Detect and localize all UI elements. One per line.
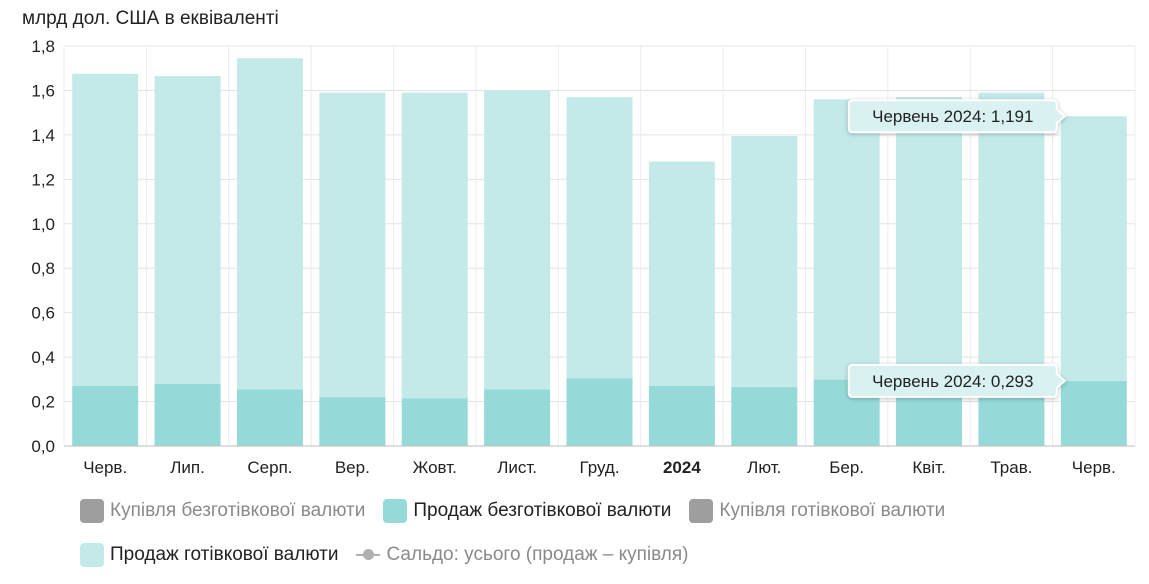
- bar-noncash-sale[interactable]: [1060, 380, 1127, 446]
- y-tick-label: 1,2: [31, 170, 55, 189]
- bar-cash-sale[interactable]: [1060, 116, 1127, 381]
- legend-swatch-noncash-purchase: [80, 499, 104, 523]
- legend-label-cash-purchase: Купівля готівкової валюти: [719, 500, 946, 521]
- tooltip-box: [847, 99, 1067, 134]
- bar-cash-sale[interactable]: [566, 97, 633, 379]
- bar-cash-sale[interactable]: [484, 90, 551, 390]
- bar-noncash-sale[interactable]: [484, 389, 551, 446]
- legend-swatch-cash-purchase: [689, 499, 714, 523]
- bar-cash-sale[interactable]: [731, 136, 798, 388]
- y-tick-label: 0,4: [31, 348, 55, 367]
- legend-swatch-noncash-sale: [383, 499, 408, 523]
- bar-noncash-sale[interactable]: [648, 386, 715, 446]
- y-tick-label: 1,8: [31, 37, 55, 56]
- bar-cash-sale[interactable]: [236, 58, 303, 390]
- x-tick-label: Лип.: [170, 458, 205, 477]
- x-tick-label: Трав.: [990, 458, 1032, 477]
- bar-noncash-sale[interactable]: [154, 383, 221, 446]
- chart-legend: Купівля безготівкової валюти Продаж безг…: [80, 496, 1140, 584]
- bar-cash-sale[interactable]: [896, 97, 963, 380]
- stacked-bar-chart: 0,0 0,2 0,4 0,6 0,8 1,0 1,2 1,4 1,6 1,8 Черв. Лип. С…: [31, 37, 1136, 477]
- legend-label-noncash-purchase: Купівля безготівкової валюти: [110, 500, 366, 521]
- bar-cash-sale[interactable]: [319, 92, 386, 398]
- x-tick-label: Черв.: [1072, 458, 1116, 477]
- bar-noncash-sale[interactable]: [72, 386, 139, 446]
- y-tick-label: 0,8: [31, 259, 55, 278]
- legend-item-noncash-purchase[interactable]: Купівля безготівкової валюти: [80, 499, 365, 523]
- x-tick-label: Лист.: [497, 458, 537, 477]
- bar-noncash-sale[interactable]: [401, 398, 468, 446]
- legend-label-cash-sale: Продаж готівкової валюти: [110, 544, 339, 565]
- legend-line-marker-icon: [356, 543, 381, 567]
- legend-row-1: Купівля безготівкової валюти Продаж безг…: [80, 496, 1140, 526]
- legend-item-cash-sale[interactable]: Продаж готівкової валюти: [80, 543, 338, 567]
- legend-label-balance: Сальдо: усього (продаж – купівля): [386, 544, 689, 565]
- y-tick-label: 0,2: [31, 393, 55, 412]
- x-tick-label: Вер.: [335, 458, 370, 477]
- legend-label-noncash-sale: Продаж безготівкової валюти: [413, 500, 672, 521]
- y-axis-unit-label: млрд дол. США в еквіваленті: [22, 8, 279, 29]
- x-tick-label: Бер.: [829, 458, 864, 477]
- y-tick-label: 1,6: [31, 81, 55, 100]
- bar-noncash-sale[interactable]: [566, 378, 633, 446]
- bar-noncash-sale[interactable]: [319, 397, 386, 446]
- tooltip-box: [847, 363, 1067, 398]
- x-tick-label: Лют.: [747, 458, 781, 477]
- tooltip-text: Червень 2024: 0,293: [872, 372, 1033, 391]
- x-tick-label: Груд.: [579, 458, 619, 477]
- bar-cash-sale[interactable]: [813, 99, 880, 380]
- legend-item-balance[interactable]: Сальдо: усього (продаж – купівля): [356, 543, 689, 567]
- legend-item-noncash-sale[interactable]: Продаж безготівкової валюти: [383, 499, 671, 523]
- bar-noncash-sale[interactable]: [236, 389, 303, 446]
- y-tick-label: 0,0: [31, 437, 55, 456]
- y-tick-label: 0,6: [31, 304, 55, 323]
- x-tick-label: Квіт.: [912, 458, 945, 477]
- y-tick-label: 1,0: [31, 215, 55, 234]
- bar-cash-sale[interactable]: [154, 76, 221, 384]
- bar-cash-sale[interactable]: [72, 73, 139, 387]
- tooltip-text: Червень 2024: 1,191: [872, 107, 1033, 126]
- bar-cash-sale[interactable]: [648, 161, 715, 386]
- x-tick-label: Серп.: [247, 458, 292, 477]
- bar-noncash-sale[interactable]: [731, 387, 798, 446]
- legend-row-2: Продаж готівкової валюти Сальдо: усього …: [80, 540, 1140, 570]
- legend-swatch-cash-sale: [80, 543, 104, 567]
- y-tick-label: 1,4: [31, 126, 55, 145]
- legend-item-cash-purchase[interactable]: Купівля готівкової валюти: [689, 499, 945, 523]
- x-tick-label: Жовт.: [413, 458, 457, 477]
- bar-cash-sale[interactable]: [401, 92, 468, 399]
- x-tick-label: Черв.: [83, 458, 127, 477]
- x-tick-label: 2024: [663, 458, 701, 477]
- bar-cash-sale[interactable]: [978, 92, 1045, 380]
